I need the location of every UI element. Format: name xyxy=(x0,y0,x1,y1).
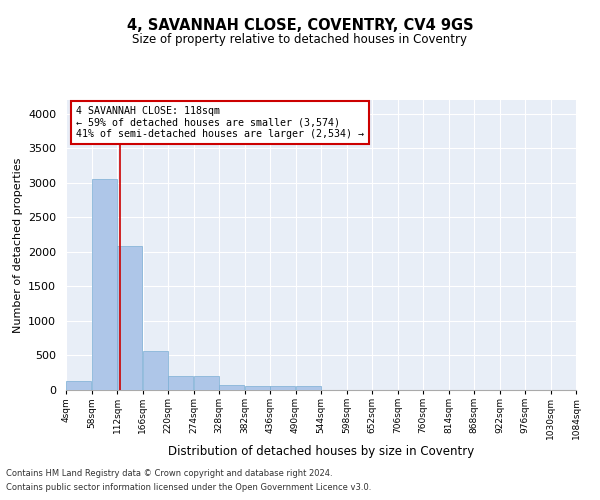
Bar xyxy=(245,386,270,390)
Bar xyxy=(296,386,321,390)
Bar xyxy=(219,385,244,390)
Text: Contains public sector information licensed under the Open Government Licence v3: Contains public sector information licen… xyxy=(6,484,371,492)
Text: 4, SAVANNAH CLOSE, COVENTRY, CV4 9GS: 4, SAVANNAH CLOSE, COVENTRY, CV4 9GS xyxy=(127,18,473,32)
Bar xyxy=(92,178,117,390)
Text: Size of property relative to detached houses in Coventry: Size of property relative to detached ho… xyxy=(133,32,467,46)
Y-axis label: Number of detached properties: Number of detached properties xyxy=(13,158,23,332)
Text: Contains HM Land Registry data © Crown copyright and database right 2024.: Contains HM Land Registry data © Crown c… xyxy=(6,468,332,477)
Bar xyxy=(66,381,91,390)
X-axis label: Distribution of detached houses by size in Coventry: Distribution of detached houses by size … xyxy=(168,444,474,458)
Bar xyxy=(194,376,219,390)
Bar xyxy=(143,351,168,390)
Bar xyxy=(270,386,295,390)
Text: 4 SAVANNAH CLOSE: 118sqm
← 59% of detached houses are smaller (3,574)
41% of sem: 4 SAVANNAH CLOSE: 118sqm ← 59% of detach… xyxy=(76,106,364,139)
Bar xyxy=(168,376,193,390)
Bar xyxy=(117,246,142,390)
